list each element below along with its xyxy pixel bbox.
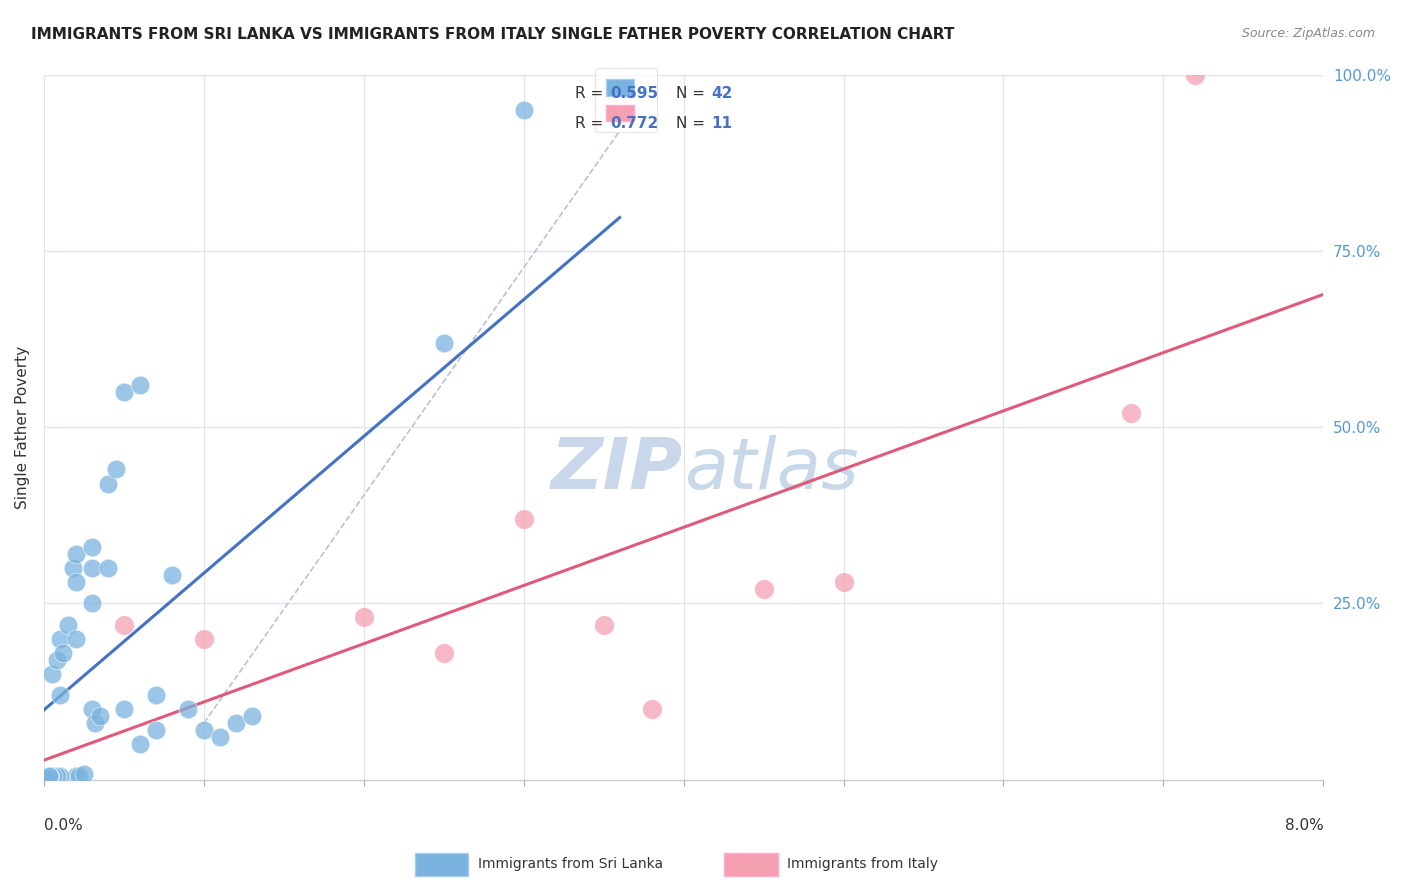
Point <box>225 716 247 731</box>
Text: Immigrants from Italy: Immigrants from Italy <box>787 857 938 871</box>
Point <box>512 512 534 526</box>
Text: R =: R = <box>575 115 607 130</box>
Legend: , : , <box>596 68 657 132</box>
Point <box>38 769 60 783</box>
Point <box>67 769 90 783</box>
Text: IMMIGRANTS FROM SRI LANKA VS IMMIGRANTS FROM ITALY SINGLE FATHER POVERTY CORRELA: IMMIGRANTS FROM SRI LANKA VS IMMIGRANTS … <box>31 27 955 42</box>
Point <box>208 731 231 745</box>
Point <box>433 646 456 660</box>
Point <box>65 769 87 783</box>
Text: R =: R = <box>575 86 607 101</box>
Point <box>97 561 120 575</box>
Point <box>84 716 107 731</box>
Point <box>49 688 72 702</box>
Point <box>39 769 62 783</box>
Point <box>193 723 215 738</box>
Point <box>104 462 127 476</box>
Point <box>160 568 183 582</box>
Point <box>128 377 150 392</box>
Point <box>45 769 67 783</box>
Point <box>512 103 534 117</box>
Point <box>80 561 103 575</box>
Point <box>145 723 167 738</box>
Y-axis label: Single Father Poverty: Single Father Poverty <box>15 345 30 508</box>
Text: Immigrants from Sri Lanka: Immigrants from Sri Lanka <box>478 857 664 871</box>
Point <box>41 666 63 681</box>
Point <box>112 617 135 632</box>
Text: Source: ZipAtlas.com: Source: ZipAtlas.com <box>1241 27 1375 40</box>
Point <box>128 737 150 751</box>
Point <box>112 702 135 716</box>
Point <box>80 702 103 716</box>
Text: 42: 42 <box>711 86 733 101</box>
Text: N =: N = <box>676 115 710 130</box>
Point <box>97 476 120 491</box>
Point <box>56 617 79 632</box>
Point <box>752 582 775 597</box>
Point <box>52 646 75 660</box>
Text: atlas: atlas <box>683 435 858 504</box>
Point <box>1121 406 1143 420</box>
Point <box>640 702 662 716</box>
Text: 0.595: 0.595 <box>610 86 659 101</box>
Point <box>1184 68 1206 82</box>
Text: 11: 11 <box>711 115 733 130</box>
Point <box>433 335 456 350</box>
Point <box>49 632 72 646</box>
Point <box>240 709 263 723</box>
Point <box>89 709 111 723</box>
Point <box>65 632 87 646</box>
Text: 8.0%: 8.0% <box>1285 818 1323 833</box>
Point <box>65 547 87 561</box>
Point <box>592 617 614 632</box>
Text: ZIP: ZIP <box>551 435 683 504</box>
Point <box>45 653 67 667</box>
Point <box>65 575 87 590</box>
Text: 0.772: 0.772 <box>610 115 659 130</box>
Point <box>80 540 103 554</box>
Point <box>177 702 200 716</box>
Point <box>353 610 375 624</box>
Point <box>49 769 72 783</box>
Point <box>38 771 60 785</box>
Point <box>73 767 96 781</box>
Text: N =: N = <box>676 86 710 101</box>
Point <box>832 575 855 590</box>
Point <box>42 769 65 783</box>
Point <box>145 688 167 702</box>
Point <box>62 561 84 575</box>
Point <box>193 632 215 646</box>
Text: 0.0%: 0.0% <box>44 818 83 833</box>
Point <box>80 596 103 610</box>
Point <box>112 384 135 399</box>
